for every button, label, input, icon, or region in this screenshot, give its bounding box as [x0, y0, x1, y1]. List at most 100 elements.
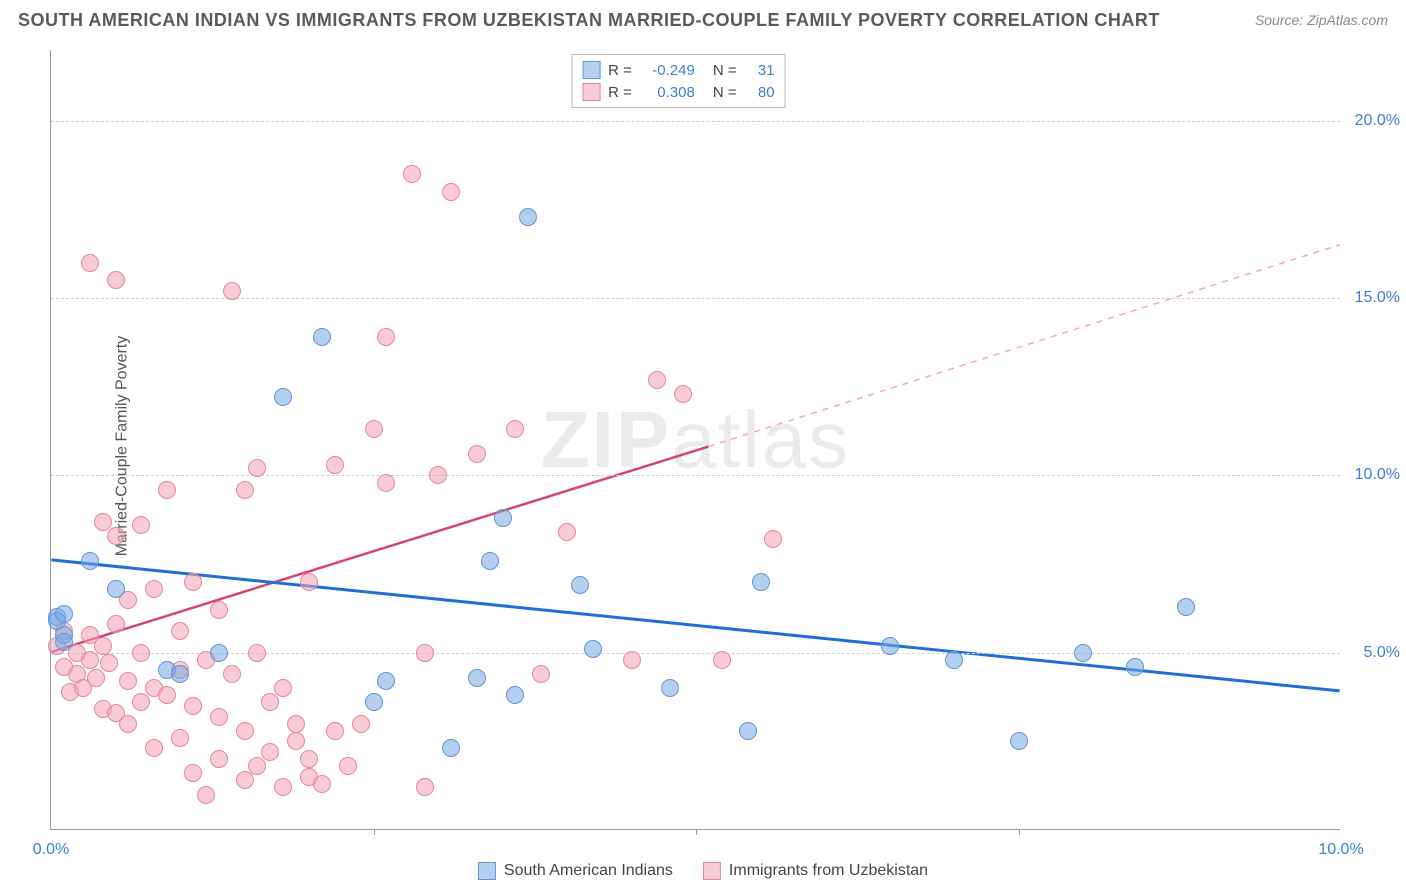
data-point	[468, 669, 486, 687]
source-label: Source: ZipAtlas.com	[1255, 12, 1388, 28]
gridline	[51, 475, 1340, 476]
data-point	[145, 739, 163, 757]
data-point	[713, 651, 731, 669]
data-point	[119, 672, 137, 690]
data-point	[119, 715, 137, 733]
data-point	[261, 743, 279, 761]
data-point	[403, 165, 421, 183]
data-point	[274, 679, 292, 697]
data-point	[236, 722, 254, 740]
legend-r-value: 0.308	[640, 84, 695, 101]
data-point	[326, 722, 344, 740]
data-point	[236, 771, 254, 789]
data-point	[171, 729, 189, 747]
data-point	[532, 665, 550, 683]
data-point	[377, 672, 395, 690]
data-point	[132, 644, 150, 662]
data-point	[223, 665, 241, 683]
data-point	[55, 605, 73, 623]
data-point	[261, 693, 279, 711]
data-point	[287, 732, 305, 750]
data-point	[145, 580, 163, 598]
chart-title: SOUTH AMERICAN INDIAN VS IMMIGRANTS FROM…	[18, 10, 1160, 31]
data-point	[313, 328, 331, 346]
data-point	[248, 459, 266, 477]
data-point	[81, 254, 99, 272]
legend-n-value: 80	[745, 84, 775, 101]
data-point	[158, 686, 176, 704]
gridline	[51, 298, 1340, 299]
legend-label: South American Indians	[504, 862, 673, 880]
data-point	[184, 697, 202, 715]
data-point	[481, 552, 499, 570]
data-point	[558, 523, 576, 541]
data-point	[326, 456, 344, 474]
data-point	[945, 651, 963, 669]
data-point	[494, 509, 512, 527]
chart-container: SOUTH AMERICAN INDIAN VS IMMIGRANTS FROM…	[0, 0, 1406, 892]
data-point	[468, 445, 486, 463]
x-tick	[1019, 829, 1020, 835]
data-point	[416, 644, 434, 662]
y-tick-label: 15.0%	[1355, 289, 1400, 307]
data-point	[300, 750, 318, 768]
data-point	[365, 420, 383, 438]
x-tick	[696, 829, 697, 835]
plot-area: ZIPatlas R =-0.249N =31R =0.308N =80 5.0…	[50, 50, 1340, 830]
data-point	[184, 573, 202, 591]
data-point	[81, 651, 99, 669]
data-point	[752, 573, 770, 591]
data-point	[132, 516, 150, 534]
legend-item: Immigrants from Uzbekistan	[703, 862, 928, 880]
data-point	[287, 715, 305, 733]
data-point	[107, 615, 125, 633]
data-point	[210, 708, 228, 726]
data-point	[1126, 658, 1144, 676]
data-point	[94, 637, 112, 655]
data-point	[339, 757, 357, 775]
data-point	[365, 693, 383, 711]
data-point	[674, 385, 692, 403]
data-point	[442, 739, 460, 757]
legend-label: Immigrants from Uzbekistan	[729, 862, 928, 880]
legend-r-label: R =	[608, 84, 632, 101]
x-tick	[374, 829, 375, 835]
data-point	[377, 328, 395, 346]
legend-row: R = 0.308 N = 80	[582, 81, 775, 103]
data-point	[506, 686, 524, 704]
title-bar: SOUTH AMERICAN INDIAN VS IMMIGRANTS FROM…	[0, 0, 1406, 40]
data-point	[313, 775, 331, 793]
data-point	[416, 778, 434, 796]
data-point	[171, 665, 189, 683]
data-point	[623, 651, 641, 669]
data-point	[274, 778, 292, 796]
data-point	[100, 654, 118, 672]
watermark: ZIPatlas	[541, 394, 850, 486]
data-point	[184, 764, 202, 782]
data-point	[81, 552, 99, 570]
data-point	[197, 786, 215, 804]
data-point	[584, 640, 602, 658]
legend-swatch	[582, 83, 600, 101]
data-point	[377, 474, 395, 492]
data-point	[571, 576, 589, 594]
x-tick-label: 10.0%	[1318, 841, 1363, 859]
data-point	[55, 633, 73, 651]
legend-n-label: N =	[713, 84, 737, 101]
data-point	[648, 371, 666, 389]
legend-swatch	[703, 862, 721, 880]
data-point	[223, 282, 241, 300]
data-point	[739, 722, 757, 740]
data-point	[158, 481, 176, 499]
data-point	[442, 183, 460, 201]
data-point	[352, 715, 370, 733]
legend-r-value: -0.249	[640, 62, 695, 79]
data-point	[171, 622, 189, 640]
data-point	[210, 644, 228, 662]
y-tick-label: 5.0%	[1364, 644, 1400, 662]
legend-item: South American Indians	[478, 862, 673, 880]
data-point	[881, 637, 899, 655]
data-point	[107, 580, 125, 598]
gridline	[51, 121, 1340, 122]
y-tick-label: 10.0%	[1355, 466, 1400, 484]
